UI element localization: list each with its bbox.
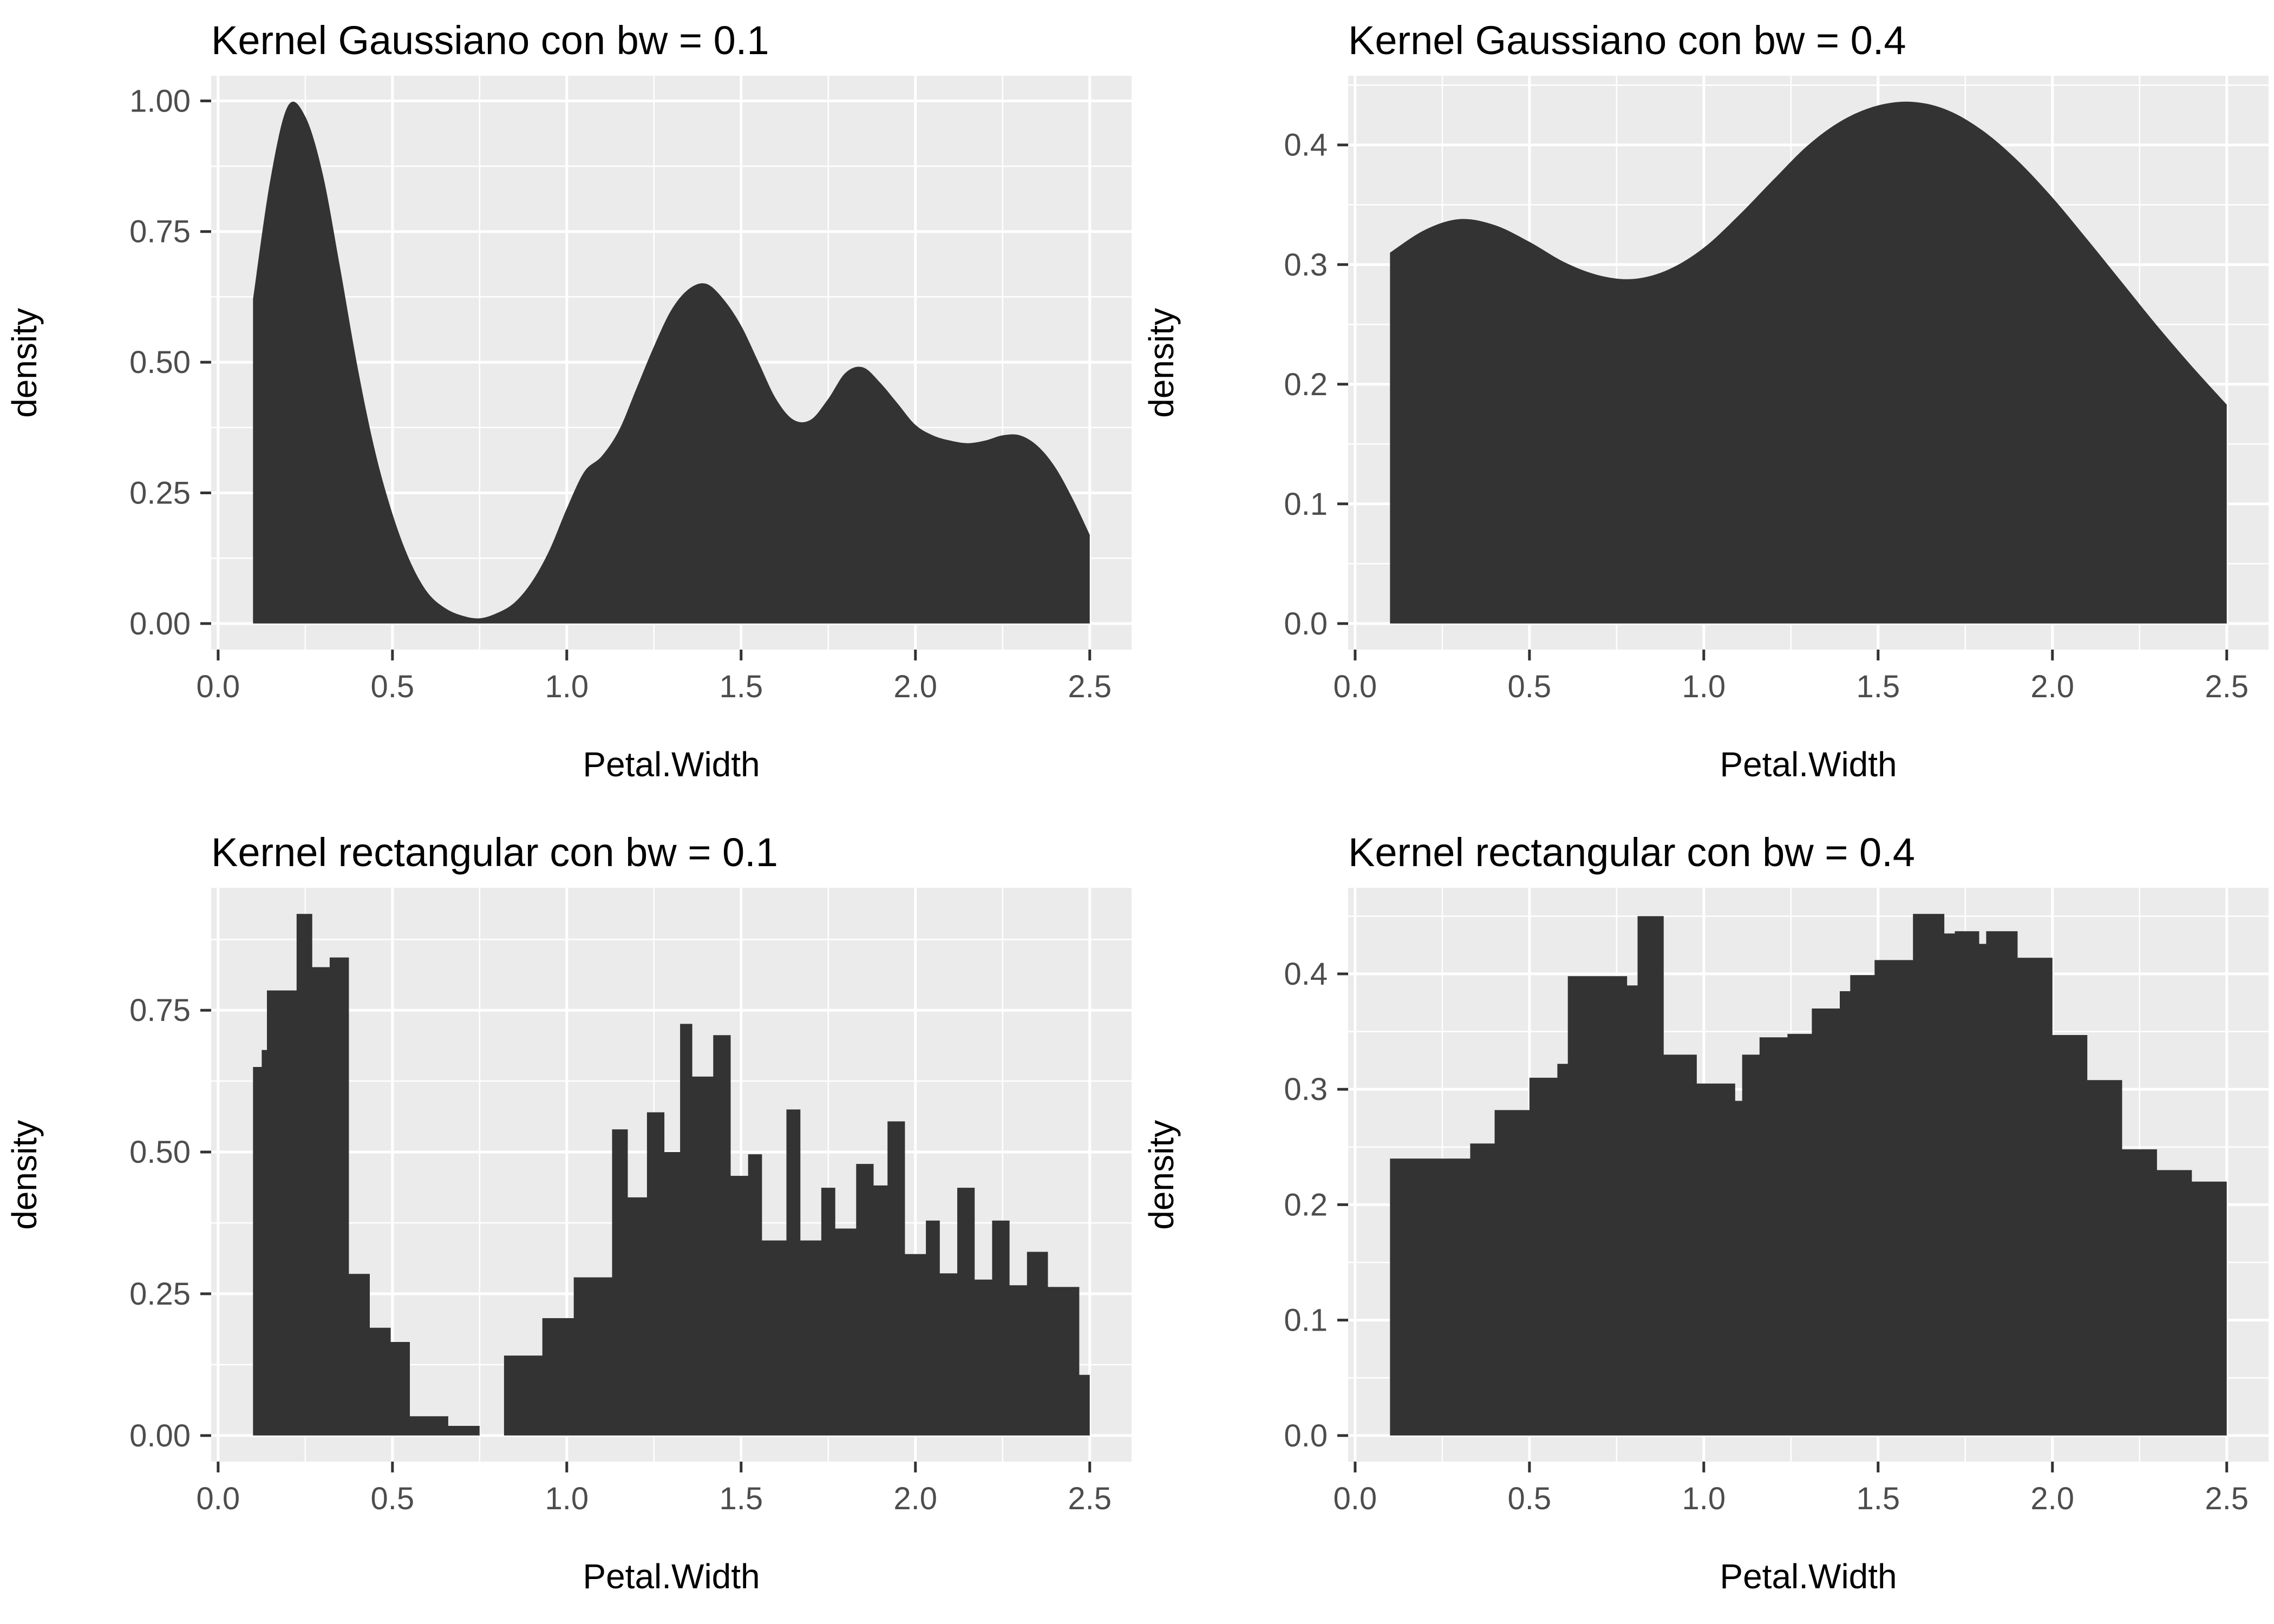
- x-tick-label: 2.5: [2205, 1481, 2249, 1516]
- x-axis-title: Petal.Width: [583, 745, 760, 784]
- y-tick-label: 0.3: [1284, 247, 1328, 283]
- x-tick-label: 2.5: [2205, 669, 2249, 704]
- density-plot-rectangular-bw-0-1: 0.0 0.5 1.0 1.5 2.0 2.5 0.00 0.25 0.50 0.75: [129, 888, 1132, 1516]
- x-tick-label: 0.0: [197, 669, 240, 704]
- panel-rectangular-bw-0-4: Kernel rectangular con bw = 0.4 density …: [1137, 812, 2274, 1624]
- density-area: [253, 101, 1090, 624]
- x-tick-label: 0.0: [1334, 669, 1377, 704]
- panel-rectangular-bw-0-1: Kernel rectangular con bw = 0.1 density …: [0, 812, 1137, 1624]
- density-plot-gaussian-bw-0-4: 0.0 0.5 1.0 1.5 2.0 2.5 0.0 0.1 0.2 0.3 0.4: [1284, 76, 2269, 704]
- y-tick-label: 0.00: [129, 606, 191, 641]
- x-tick-label: 0.5: [1508, 669, 1552, 704]
- y-axis-title: density: [1142, 307, 1181, 418]
- y-tick-label: 0.00: [129, 1418, 191, 1453]
- x-tick-label: 2.0: [2030, 669, 2074, 704]
- x-axis-title: Petal.Width: [583, 1557, 760, 1596]
- y-tick-label: 0.0: [1284, 1418, 1328, 1453]
- x-tick-label: 1.5: [1856, 669, 1900, 704]
- density-plot-rectangular-bw-0-4: 0.0 0.5 1.0 1.5 2.0 2.5 0.0 0.1 0.2 0.3 0.4: [1284, 888, 2269, 1516]
- y-tick-label: 0.2: [1284, 367, 1328, 402]
- density-area: [1390, 101, 2227, 624]
- x-axis-title: Petal.Width: [1720, 745, 1897, 784]
- x-tick-label: 1.5: [719, 1481, 763, 1516]
- x-tick-label: 2.5: [1068, 1481, 1112, 1516]
- y-tick-label: 1.00: [129, 83, 191, 119]
- x-tick-label: 1.5: [1856, 1481, 1900, 1516]
- x-tick-label: 1.0: [1682, 1481, 1726, 1516]
- x-tick-label: 1.0: [1682, 669, 1726, 704]
- x-tick-label: 0.5: [371, 669, 415, 704]
- y-tick-label: 0.4: [1284, 128, 1328, 163]
- y-axis-title: density: [5, 307, 44, 418]
- x-tick-label: 0.0: [197, 1481, 240, 1516]
- x-tick-label: 2.5: [1068, 669, 1112, 704]
- panel-title: Kernel rectangular con bw = 0.1: [211, 830, 778, 875]
- y-axis-title: density: [5, 1119, 44, 1230]
- y-tick-label: 0.75: [129, 993, 191, 1028]
- panel-gaussian-bw-0-1: Kernel Gaussiano con bw = 0.1 density 0.…: [0, 0, 1137, 812]
- panel-title: Kernel Gaussiano con bw = 0.1: [211, 18, 769, 63]
- y-tick-label: 0.1: [1284, 487, 1328, 522]
- x-axis-title: Petal.Width: [1720, 1557, 1897, 1596]
- x-tick-label: 0.5: [371, 1481, 415, 1516]
- panel-gaussian-bw-0-4: Kernel Gaussiano con bw = 0.4 density 0.…: [1137, 0, 2274, 812]
- y-tick-label: 0.75: [129, 214, 191, 250]
- y-tick-label: 0.3: [1284, 1072, 1328, 1107]
- x-tick-label: 1.0: [545, 1481, 589, 1516]
- panel-title: Kernel Gaussiano con bw = 0.4: [1348, 18, 1906, 63]
- density-area: [253, 914, 1090, 1436]
- y-tick-label: 0.50: [129, 345, 191, 380]
- y-axis-title: density: [1142, 1119, 1181, 1230]
- y-tick-label: 0.0: [1284, 606, 1328, 641]
- y-tick-label: 0.25: [129, 475, 191, 510]
- density-area: [1390, 914, 2227, 1436]
- x-tick-label: 1.0: [545, 669, 589, 704]
- x-tick-label: 0.5: [1508, 1481, 1552, 1516]
- x-tick-label: 0.0: [1334, 1481, 1377, 1516]
- panel-title: Kernel rectangular con bw = 0.4: [1348, 830, 1915, 875]
- x-tick-label: 2.0: [893, 669, 937, 704]
- y-tick-label: 0.4: [1284, 957, 1328, 992]
- y-tick-label: 0.50: [129, 1135, 191, 1170]
- density-plot-gaussian-bw-0-1: 0.0 0.5 1.0 1.5 2.0 2.5 0.00 0.25 0.50 0.75 1.00: [129, 76, 1132, 704]
- x-tick-label: 2.0: [893, 1481, 937, 1516]
- y-tick-label: 0.25: [129, 1276, 191, 1312]
- x-tick-label: 1.5: [719, 669, 763, 704]
- y-tick-label: 0.2: [1284, 1187, 1328, 1222]
- x-tick-label: 2.0: [2030, 1481, 2074, 1516]
- y-tick-label: 0.1: [1284, 1303, 1328, 1338]
